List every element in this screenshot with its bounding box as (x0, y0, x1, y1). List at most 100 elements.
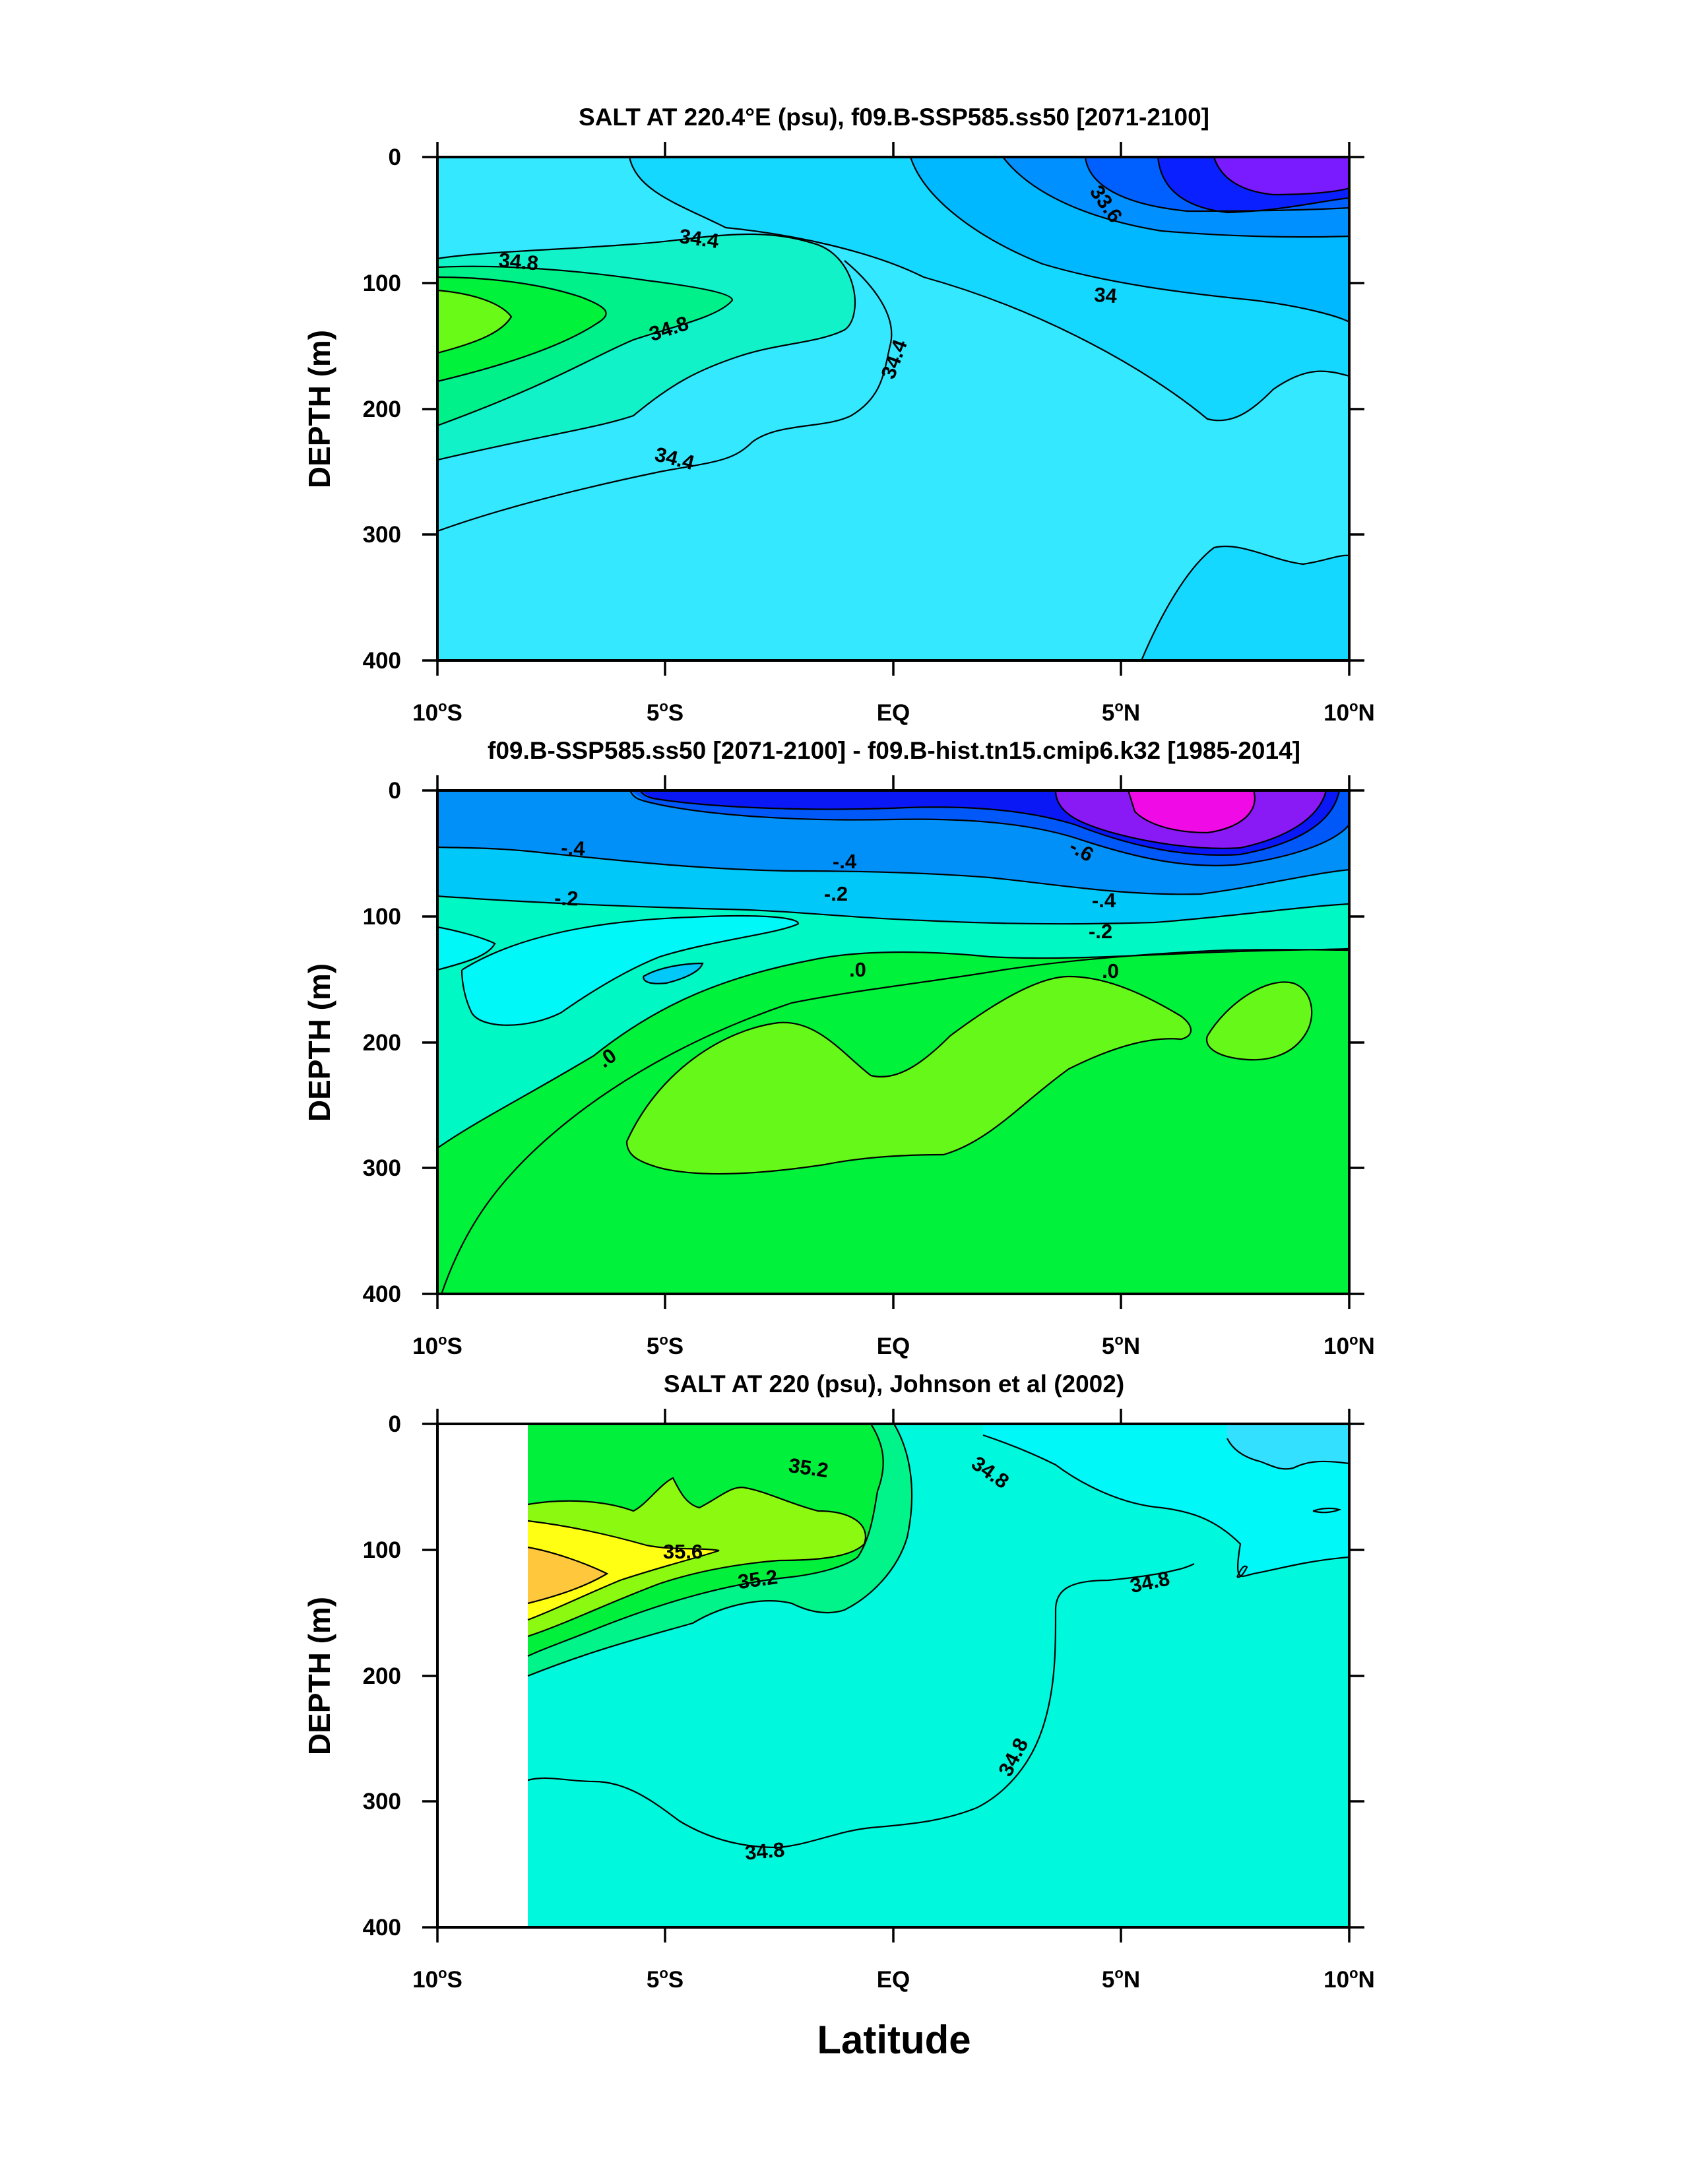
panel-2-contour (1205, 981, 1313, 1061)
panel-1-y-tick-label: 400 (363, 648, 401, 674)
panel-3-contour-label: 34.8 (744, 1838, 786, 1864)
panel-2-x-ticks (436, 775, 1351, 1309)
panel-1-contour-label: 34.8 (497, 248, 539, 274)
panel-2-region-m1-west (437, 927, 495, 970)
panel-1-x-tick-label: 10oS (412, 698, 462, 726)
panel-2-contour-label: -.2 (554, 886, 579, 910)
panel-2-y-tick-labels: 0 100 200 300 400 (363, 778, 401, 1307)
panel-2-contour (437, 846, 1349, 895)
panel-2-contour-label: -.4 (833, 850, 857, 873)
panel-1-region-35-2 (437, 290, 511, 353)
panel-2-contour (437, 926, 496, 971)
panel-1-title: SALT AT 220.4°E (psu), f09.B-SSP585.ss50… (579, 104, 1209, 131)
panel-1-contour (437, 276, 607, 383)
panel-3-no-data (437, 1424, 530, 1927)
panel-3-x-ticks (436, 1409, 1351, 1943)
panel-3-y-tick-label: 0 (389, 1411, 401, 1437)
panel-2-contour (629, 790, 1349, 866)
panel-3-y-ticks (422, 1423, 1364, 1929)
panel-2-x-tick-label: EQ (877, 1333, 910, 1359)
panel-1-region-33-2 (1214, 157, 1349, 195)
panel-1-contour (437, 265, 734, 427)
panel-1-x-tick-label: EQ (877, 700, 910, 726)
panel-2-contour (441, 949, 1349, 1294)
panel-1-region-34-2-deep (1141, 546, 1349, 660)
panel-2-contour (437, 947, 1349, 1149)
panel-3-region-358 (528, 1547, 607, 1603)
panel-3-contour-label: 35.2 (736, 1565, 779, 1593)
panel-2-y-ticks (422, 789, 1364, 1295)
panel-2-region-pos-1 (627, 977, 1191, 1174)
panel-3-fill (437, 1424, 1349, 1927)
panel-1-x-tick-label: 5oN (1102, 698, 1140, 726)
panel-1-contour-label: 34 (1093, 283, 1118, 307)
panel-2-contour (437, 895, 1349, 925)
panel-1-fill (437, 157, 1349, 660)
panel-3-y-axis-label: DEPTH (m) (302, 1597, 336, 1755)
panel-3-contour (1312, 1507, 1342, 1514)
panel-2-y-tick-label: 0 (389, 778, 401, 804)
panel-3-y-tick-label: 200 (363, 1663, 401, 1689)
panel-3-contour (527, 1477, 866, 1638)
panel-1-contours (437, 157, 1349, 660)
panel-2-y-tick-label: 300 (363, 1155, 401, 1181)
panel-1-contour (437, 260, 893, 532)
panel-2-y-tick-label: 400 (363, 1281, 401, 1307)
panel-2-x-tick-label: 10oN (1323, 1332, 1375, 1359)
panel-3-contour (527, 1520, 720, 1621)
panel-2-contours (437, 790, 1349, 1294)
panel-3-contour-label: 35.6 (663, 1540, 703, 1563)
panel-3-x-tick-label: 5oN (1102, 1965, 1140, 1993)
panel-1-y-tick-label: 200 (363, 397, 401, 422)
panel-2-region-m2-spot (643, 963, 703, 984)
panel-1-y-tick-label: 0 (389, 145, 401, 170)
panel-3-y-tick-labels: 0 100 200 300 400 (363, 1411, 401, 1941)
panel-3-contour (527, 1546, 609, 1605)
panel-2-fill (437, 790, 1349, 1294)
panel-1-contour (437, 233, 856, 461)
panel-3-y-tick-label: 100 (363, 1537, 401, 1563)
panel-2-contour-label: -.2 (824, 882, 848, 905)
panel-2-contour-label: -.2 (1089, 920, 1112, 943)
panel-3-region-356 (528, 1521, 719, 1620)
panel-3-x-tick-label: 10oS (412, 1965, 462, 1993)
panel-2-contour-label: -.4 (1092, 889, 1116, 912)
panel-2-contour (1054, 790, 1327, 849)
panel-3-contour (982, 1434, 1349, 1577)
panel-3-contour (1227, 1438, 1349, 1470)
panel-1-x-tick-label: 5oS (647, 698, 684, 726)
panel-3-region-348-low (983, 1424, 1349, 1576)
panel-3-region-346 (1227, 1424, 1349, 1469)
panel-2-title: f09.B-SSP585.ss50 [2071-2100] - f09.B-hi… (488, 737, 1300, 764)
x-axis-label: Latitude (817, 2018, 971, 2062)
panel-3-x-tick-label: EQ (877, 1967, 910, 1993)
panel-3-contour (527, 1424, 913, 1677)
panel-2-contour (625, 975, 1192, 1175)
panel-1-contour (1213, 157, 1349, 196)
panel-1-x-tick-label: 10oN (1323, 698, 1375, 726)
panel-1-y-axis-label: DEPTH (m) (302, 330, 336, 488)
panel-1-contour (1140, 545, 1349, 660)
panel-3-y-tick-label: 300 (363, 1789, 401, 1815)
panel-2-contour (642, 962, 704, 984)
panel-2-y-tick-label: 200 (363, 1030, 401, 1056)
panel-3-contour (1236, 1565, 1248, 1578)
panel-2-contour (639, 790, 1341, 856)
panel-2-contour (1127, 790, 1256, 834)
panel-3-contour (527, 1563, 1195, 1849)
panel-2-region-m1 (462, 916, 798, 1025)
panel-2-x-tick-label: 5oS (647, 1332, 684, 1359)
panel-3-contour (527, 1424, 884, 1657)
panel-2-contour (461, 915, 800, 1026)
panel-1: SALT AT 220.4°E (psu), f09.B-SSP585.ss50… (302, 104, 1375, 726)
panel-3-x-tick-label: 5oS (647, 1965, 684, 1993)
panel-3-y-tick-label: 400 (363, 1915, 401, 1941)
panel-2-contour-label: -.4 (561, 836, 587, 860)
panel-3-title: SALT AT 220 (psu), Johnson et al (2002) (664, 1370, 1124, 1397)
panel-1-y-ticks (422, 156, 1364, 662)
panel-1-contour (1002, 157, 1349, 238)
panel-2: f09.B-SSP585.ss50 [2071-2100] - f09.B-hi… (302, 737, 1375, 1359)
panel-2-y-axis-label: DEPTH (m) (302, 963, 336, 1122)
panel-2-x-tick-labels: 10oS 5oS EQ 5oN 10oN (412, 1332, 1375, 1359)
